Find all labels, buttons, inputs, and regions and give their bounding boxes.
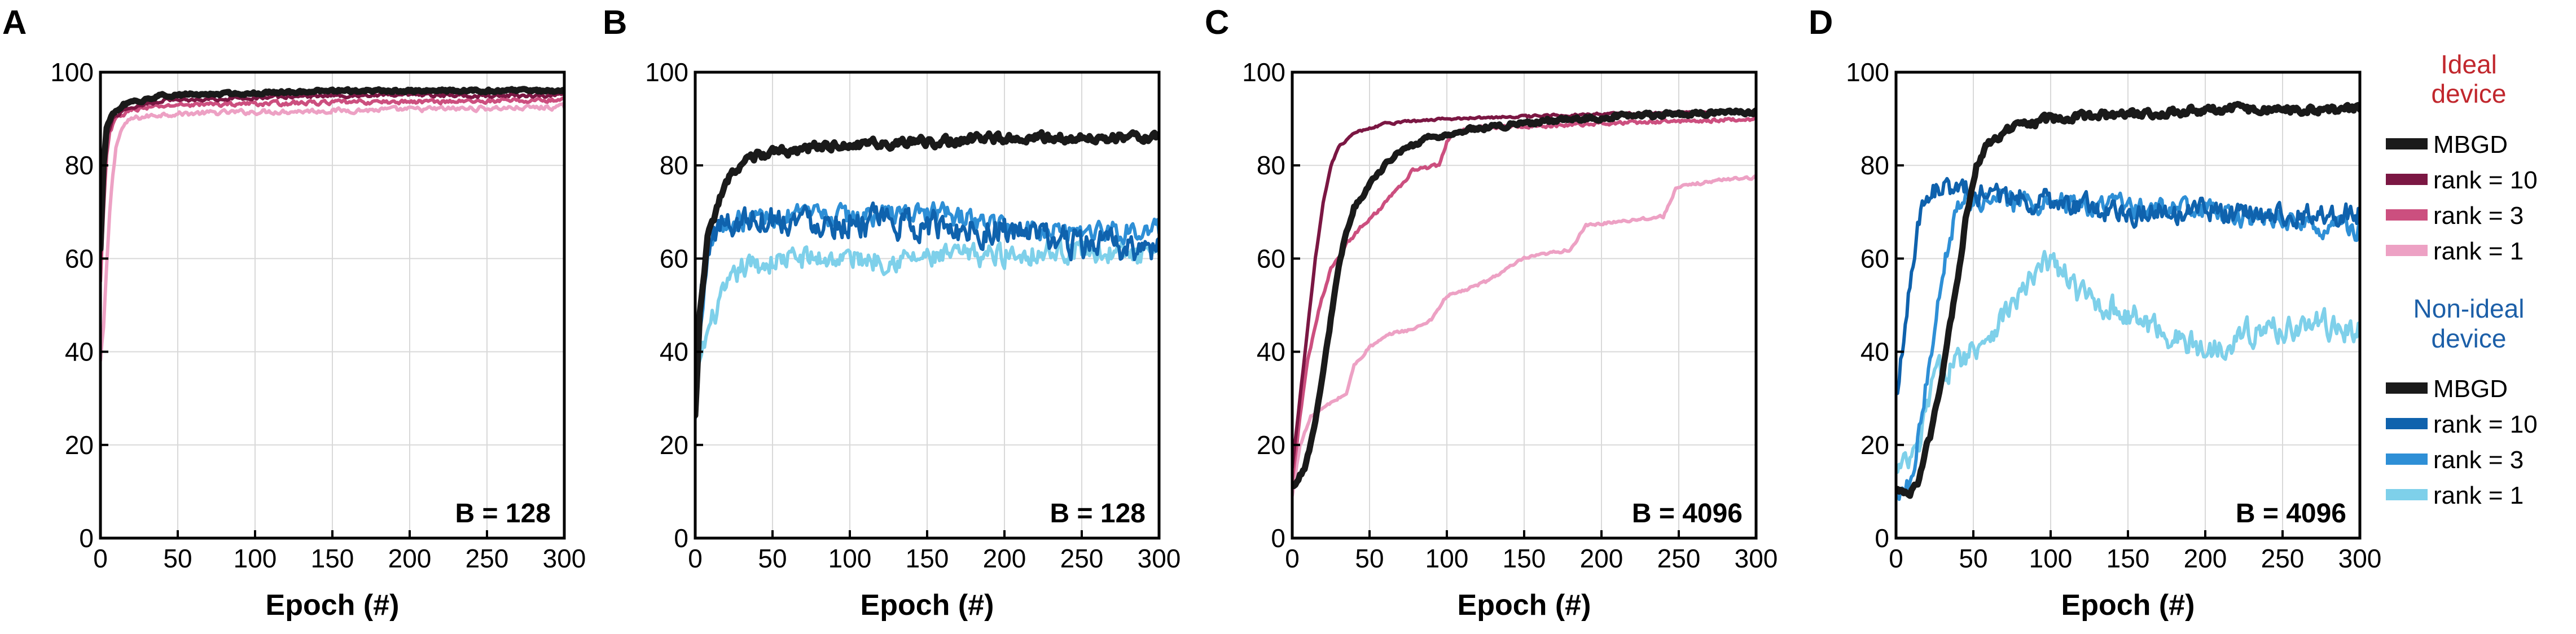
x-tick-label: 300 xyxy=(1138,544,1181,573)
chart-panel-a: A 0 50 100 150 200 250 300 0 20 40 60 80 100 Epoch (#)… xyxy=(2,3,586,622)
y-tick-label: 80 xyxy=(65,151,94,180)
x-tick-label: 50 xyxy=(758,544,787,573)
legend-ideal-title-line1: Ideal xyxy=(2441,50,2497,79)
legend-label: rank = 10 xyxy=(2433,411,2538,438)
batch-size-annotation: B = 128 xyxy=(1050,499,1146,529)
x-tick-label: 250 xyxy=(1657,544,1701,573)
x-tick-label: 100 xyxy=(1425,544,1469,573)
y-tick-label: 20 xyxy=(660,430,688,460)
x-tick-label: 300 xyxy=(543,544,586,573)
chart-panel-b: B 0 50 100 150 200 250 300 0 20 40 60 80 100 Epoch (#)… xyxy=(603,3,1181,622)
y-tick-label: 0 xyxy=(79,523,94,553)
y-tick-label: 0 xyxy=(1875,523,1889,553)
x-tick-label: 150 xyxy=(2107,544,2150,573)
panel-label: A xyxy=(2,3,27,41)
y-tick-label: 100 xyxy=(50,58,94,87)
x-tick-label: 50 xyxy=(163,544,192,573)
legend-nonideal-title-line1: Non-ideal xyxy=(2413,294,2525,323)
y-tick-label: 40 xyxy=(65,337,94,367)
legend-label: rank = 3 xyxy=(2433,202,2524,230)
y-tick-label: 40 xyxy=(660,337,688,367)
legend-nonideal-title-line2: device xyxy=(2432,324,2507,353)
legend-label: rank = 3 xyxy=(2433,446,2524,474)
legend-ideal-entries: MBGD rank = 10 rank = 3 rank = 1 xyxy=(2386,131,2538,265)
legend-ideal-title-line2: device xyxy=(2432,79,2507,108)
x-axis-label: Epoch (#) xyxy=(2061,589,2195,622)
legend-label: MBGD xyxy=(2433,375,2508,403)
y-tick-label: 20 xyxy=(1860,430,1889,460)
x-tick-label: 0 xyxy=(93,544,108,573)
series-line-mbgd xyxy=(1896,100,2360,499)
x-tick-label: 100 xyxy=(2029,544,2073,573)
x-tick-label: 200 xyxy=(1580,544,1623,573)
y-tick-label: 100 xyxy=(645,58,688,87)
x-tick-label: 0 xyxy=(1889,544,1903,573)
chart-panel-c: C 0 50 100 150 200 250 300 0 20 40 60 80 100 Epoch (#)… xyxy=(1205,3,1778,622)
x-tick-label: 50 xyxy=(1355,544,1384,573)
x-axis-label: Epoch (#) xyxy=(861,589,994,622)
chart-panel-d: D 0 50 100 150 200 250 300 0 20 40 60 80 100 Epoch (#)… xyxy=(1809,3,2381,622)
x-tick-label: 100 xyxy=(828,544,872,573)
series-group xyxy=(1292,107,1756,497)
x-axis-label: Epoch (#) xyxy=(1458,589,1591,622)
series-group xyxy=(100,86,564,363)
series-line-rank-1 xyxy=(1896,250,2360,474)
series-line-rank-3 xyxy=(100,96,564,283)
y-tick-label: 60 xyxy=(1860,244,1889,273)
series-line-mbgd xyxy=(695,129,1159,419)
legend-label: rank = 1 xyxy=(2433,482,2524,509)
x-tick-label: 300 xyxy=(1735,544,1778,573)
y-tick-label: 20 xyxy=(65,430,94,460)
y-tick-label: 40 xyxy=(1257,337,1285,367)
y-tick-label: 80 xyxy=(1860,151,1889,180)
x-tick-label: 150 xyxy=(1503,544,1546,573)
series-line-mbgd xyxy=(100,86,564,252)
panel-label: B xyxy=(603,3,627,41)
y-tick-label: 60 xyxy=(1257,244,1285,273)
y-tick-label: 60 xyxy=(660,244,688,273)
series-line-rank-1 xyxy=(1292,174,1756,497)
x-tick-label: 100 xyxy=(234,544,277,573)
panel-label: C xyxy=(1205,3,1229,41)
batch-size-annotation: B = 4096 xyxy=(2236,499,2346,529)
x-tick-label: 250 xyxy=(466,544,509,573)
y-tick-label: 100 xyxy=(1846,58,1889,87)
series-group xyxy=(695,129,1159,420)
batch-size-annotation: B = 4096 xyxy=(1632,499,1743,529)
x-tick-label: 150 xyxy=(311,544,354,573)
legend-nonideal-entries: MBGD rank = 10 rank = 3 rank = 1 xyxy=(2386,375,2538,509)
y-tick-label: 80 xyxy=(660,151,688,180)
y-tick-label: 60 xyxy=(65,244,94,273)
y-tick-label: 100 xyxy=(1242,58,1285,87)
x-tick-label: 200 xyxy=(983,544,1026,573)
y-tick-label: 0 xyxy=(1271,523,1285,553)
x-tick-label: 250 xyxy=(2261,544,2305,573)
series-group xyxy=(1896,100,2360,501)
series-line-rank-10 xyxy=(695,201,1159,419)
x-tick-label: 150 xyxy=(906,544,949,573)
x-tick-label: 0 xyxy=(688,544,703,573)
x-tick-label: 0 xyxy=(1285,544,1300,573)
legend: Ideal device MBGD rank = 10 rank = 3 rank =… xyxy=(2386,50,2538,509)
legend-label: rank = 10 xyxy=(2433,166,2538,194)
series-line-rank-10 xyxy=(100,91,564,260)
x-tick-label: 300 xyxy=(2338,544,2382,573)
series-line-rank-1 xyxy=(100,102,564,363)
y-tick-label: 0 xyxy=(674,523,688,553)
x-axis-label: Epoch (#) xyxy=(266,589,400,622)
series-line-mbgd xyxy=(1292,107,1756,490)
series-line-rank-3 xyxy=(1896,188,2360,501)
batch-size-annotation: B = 128 xyxy=(455,499,551,529)
y-tick-label: 20 xyxy=(1257,430,1285,460)
x-tick-label: 50 xyxy=(1959,544,1987,573)
legend-label: rank = 1 xyxy=(2433,237,2524,265)
y-tick-label: 40 xyxy=(1860,337,1889,367)
x-tick-label: 200 xyxy=(2184,544,2227,573)
x-tick-label: 200 xyxy=(388,544,432,573)
y-tick-label: 80 xyxy=(1257,151,1285,180)
panel-label: D xyxy=(1809,3,1833,41)
x-tick-label: 250 xyxy=(1060,544,1104,573)
legend-label: MBGD xyxy=(2433,131,2508,158)
